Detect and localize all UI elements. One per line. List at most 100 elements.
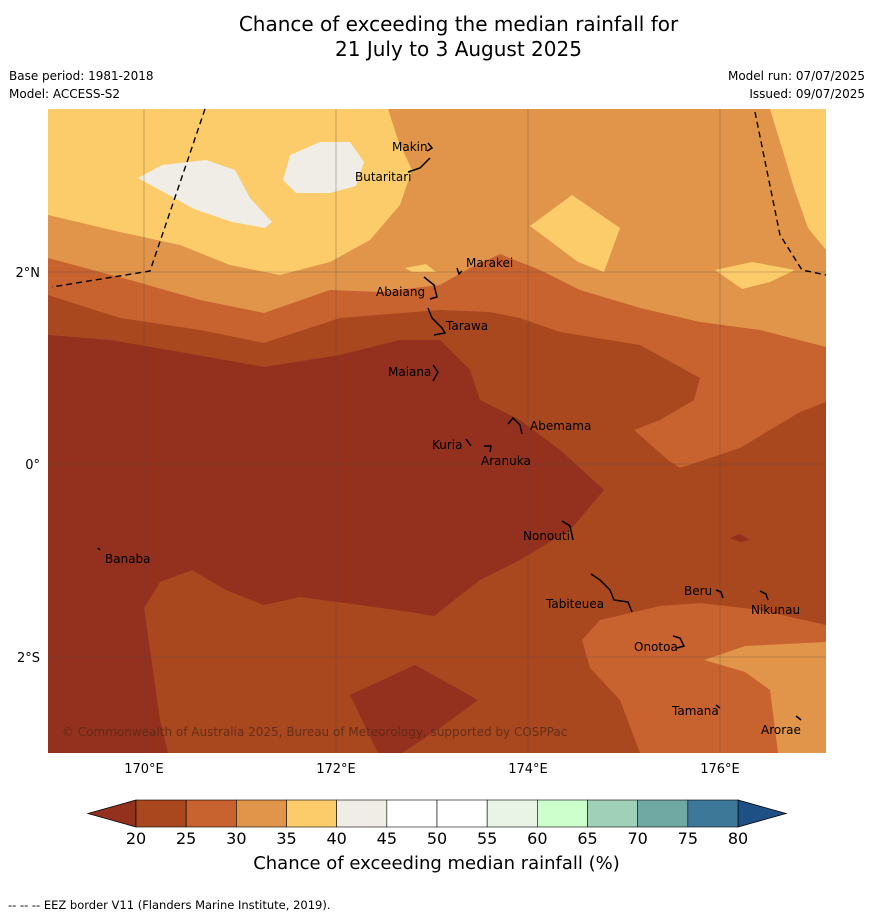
- label-butaritari: Butaritari: [355, 170, 412, 184]
- island-nonouti: [561, 520, 574, 541]
- eez-borders: [51, 108, 827, 288]
- colorbar-tick-label: 50: [427, 829, 447, 848]
- eez-border-west: [51, 108, 206, 288]
- colorbar-title: Chance of exceeding median rainfall (%): [253, 853, 620, 874]
- island-nikunau: [759, 590, 769, 601]
- lon-tick-170: 170°E: [124, 762, 164, 777]
- colorbar: 20 25 30 35 40 45 50 55 60 65 70 75 80: [86, 799, 788, 848]
- island-aranuka: [484, 445, 492, 453]
- contour-35-40-small-patch: [715, 262, 795, 289]
- colorbar-tick-label: 40: [326, 829, 346, 848]
- island-maiana: [432, 364, 439, 382]
- label-tamana: Tamana: [671, 704, 719, 718]
- colorbar-tick-label: 55: [477, 829, 497, 848]
- island-abemama: [507, 416, 523, 435]
- island-tamana: [715, 704, 721, 709]
- colorbar-segment: [687, 799, 739, 828]
- label-kuria: Kuria: [432, 438, 463, 452]
- colorbar-tick-label: 60: [527, 829, 547, 848]
- colorbar-tick-label: 20: [126, 829, 146, 848]
- label-banaba: Banaba: [105, 552, 151, 566]
- colorbar-over-arrow: [737, 799, 788, 828]
- colorbar-segment: [286, 799, 337, 828]
- label-onotoa: Onotoa: [634, 640, 678, 654]
- island-outlines: [97, 142, 802, 721]
- colorbar-segment: [537, 799, 588, 828]
- lon-tick-176: 176°E: [700, 762, 740, 777]
- island-banaba: [97, 547, 101, 551]
- contour-below-20-south: [350, 665, 478, 753]
- contour-35-40-northeast: [770, 109, 826, 250]
- colorbar-tick-label: 80: [728, 829, 748, 848]
- colorbar-segment: [386, 799, 438, 828]
- colorbar-segment: [587, 799, 638, 828]
- colorbar-tick-label: 35: [276, 829, 296, 848]
- lon-tick-172: 172°E: [316, 762, 356, 777]
- island-onotoa: [672, 635, 686, 649]
- island-beru: [715, 589, 724, 599]
- island-makin: [426, 142, 434, 152]
- graticule: [48, 109, 826, 753]
- eez-border-east: [754, 111, 827, 276]
- label-maiana: Maiana: [388, 365, 431, 379]
- label-tabiteuea: Tabiteuea: [545, 597, 604, 611]
- colorbar-segment: [185, 799, 237, 828]
- colorbar-tick-label: 65: [577, 829, 597, 848]
- colorbar-segment: [135, 799, 187, 828]
- colorbar-tick-label: 30: [226, 829, 246, 848]
- label-arorae: Arorae: [761, 723, 801, 737]
- model-name: Model: ACCESS-S2: [9, 87, 121, 101]
- place-labels: Makin Butaritari Marakei Abaiang Tarawa …: [105, 140, 801, 737]
- copyright-notice: © Commonwealth of Australia 2025, Bureau…: [62, 725, 567, 739]
- island-tarawa: [427, 307, 447, 336]
- title-line-1: Chance of exceeding the median rainfall …: [238, 12, 679, 36]
- contour-40-45-east: [283, 142, 364, 193]
- meta-right: Model run: 07/07/2025 Issued: 09/07/2025: [728, 67, 865, 103]
- contour-below-20-small: [730, 534, 750, 542]
- label-abemama: Abemama: [530, 419, 591, 433]
- label-abaiang: Abaiang: [376, 285, 425, 299]
- lat-tick-2n: 2°N: [16, 266, 41, 281]
- map-title: Chance of exceeding the median rainfall …: [0, 12, 873, 62]
- meta-left: Base period: 1981-2018 Model: ACCESS-S2: [9, 67, 154, 103]
- label-beru: Beru: [684, 584, 712, 598]
- island-kuria: [465, 438, 472, 447]
- island-tabiteuea: [590, 573, 633, 613]
- issued-date: Issued: 09/07/2025: [749, 87, 865, 101]
- label-makin: Makin: [392, 140, 428, 154]
- colorbar-tick-label: 75: [678, 829, 698, 848]
- colorbar-tick-label: 45: [377, 829, 397, 848]
- axis-labels: 170°E 172°E 174°E 176°E 2°N 0° 2°S: [16, 266, 740, 777]
- contour-40-45-west: [138, 160, 272, 228]
- colorbar-segment: [486, 799, 538, 828]
- title-line-2: 21 July to 3 August 2025: [335, 37, 582, 61]
- colorbar-tick-label: 25: [176, 829, 196, 848]
- colorbar-segment: [436, 799, 488, 828]
- contour-35-40-east-patch: [530, 195, 620, 272]
- eez-footer-note: -- -- -- EEZ border V11 (Flanders Marine…: [8, 898, 331, 912]
- island-marakei: [456, 267, 463, 276]
- island-abaiang: [423, 276, 438, 300]
- label-nonouti: Nonouti: [523, 529, 570, 543]
- island-butaritari: [407, 157, 431, 173]
- colorbar-under-arrow: [86, 799, 137, 828]
- label-tarawa: Tarawa: [445, 319, 488, 333]
- contour-30-35-southeast: [704, 642, 826, 753]
- lat-tick-2s: 2°S: [17, 651, 40, 666]
- base-period: Base period: 1981-2018: [9, 69, 154, 83]
- contour-25-30-southeast: [582, 603, 826, 753]
- contour-below-20: [48, 335, 604, 753]
- label-marakei: Marakei: [466, 256, 513, 270]
- lat-tick-0: 0°: [25, 458, 40, 473]
- colorbar-tick-label: 70: [627, 829, 647, 848]
- label-aranuka: Aranuka: [481, 454, 531, 468]
- lon-tick-174: 174°E: [508, 762, 548, 777]
- colorbar-segment: [236, 799, 287, 828]
- colorbar-segment: [637, 799, 689, 828]
- colorbar-segment: [336, 799, 388, 828]
- island-arorae: [795, 715, 802, 721]
- label-nikunau: Nikunau: [751, 603, 800, 617]
- contour-35-40-marakei: [405, 264, 436, 272]
- model-run: Model run: 07/07/2025: [727, 69, 865, 83]
